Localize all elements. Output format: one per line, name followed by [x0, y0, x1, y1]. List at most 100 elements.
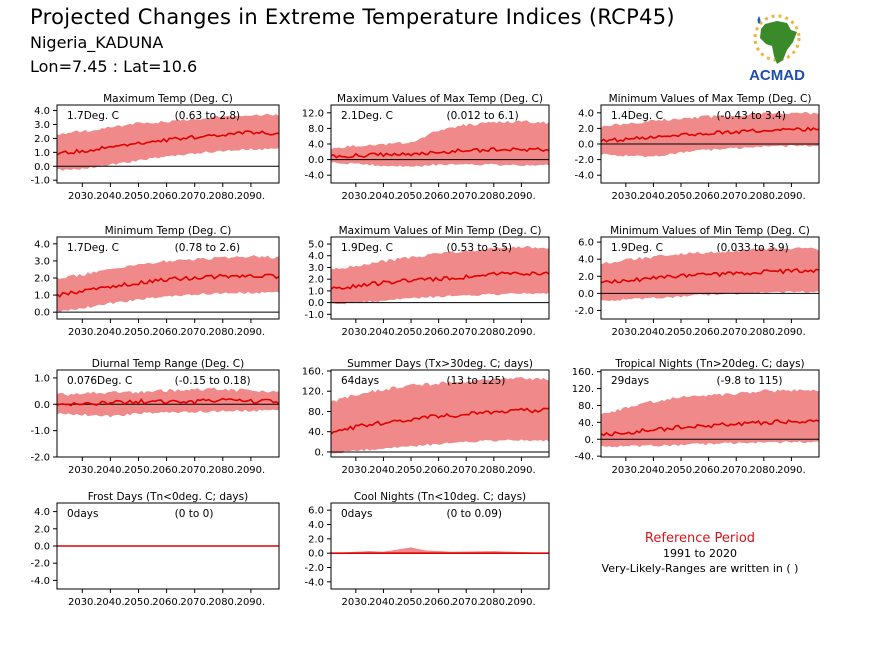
x-tick-label: 2080.	[208, 191, 237, 202]
x-tick-label: 2080.	[479, 327, 508, 338]
x-tick-label: 2060.	[694, 327, 723, 338]
y-tick-label: 120.	[572, 384, 594, 395]
x-tick-label: 2040.	[96, 465, 125, 476]
water-drop-icon	[757, 16, 761, 24]
plot-frame	[56, 369, 280, 458]
y-tick-label: 0.0	[34, 308, 50, 319]
y-tick-label: 8.0	[308, 124, 324, 135]
x-tick-label: 2030.	[342, 327, 371, 338]
range-label: (-0.15 to 0.18)	[175, 375, 251, 387]
y-tick-label: 4.0	[308, 140, 324, 151]
y-tick-label: 160.	[302, 367, 324, 378]
reference-period-note: Very-Likely-Ranges are written in ( )	[601, 562, 799, 575]
y-tick-label: 3.0	[308, 263, 324, 274]
y-tick-label: 4.0	[34, 507, 50, 518]
x-tick-label: 2070.	[452, 327, 481, 338]
y-tick-label: -2.0	[304, 563, 324, 574]
mean-change-label: 1.9Deg. C	[341, 242, 393, 254]
range-label: (0.012 to 6.1)	[447, 110, 519, 122]
x-tick-label: 2060.	[424, 327, 453, 338]
x-tick-label: 2050.	[667, 327, 696, 338]
x-tick-label: 2050.	[667, 191, 696, 202]
y-tick-label: 0.	[584, 435, 594, 446]
range-band	[57, 113, 279, 171]
x-tick-label: 2040.	[369, 191, 398, 202]
range-band	[331, 376, 549, 454]
y-tick-label: 2.0	[34, 134, 50, 145]
chart-panel: -40. 0. 40. 80. 120. 160. 2030.2040.2050.2060.…	[572, 358, 820, 476]
y-tick-label: 4.0	[34, 106, 50, 117]
chart-title: Minimum Values of Max Temp (Deg. C)	[609, 93, 812, 105]
x-tick-label: 2070.	[452, 465, 481, 476]
x-tick-label: 2050.	[667, 465, 696, 476]
x-tick-label: 2080.	[208, 327, 237, 338]
range-band	[331, 547, 549, 554]
x-tick-label: 2080.	[749, 327, 778, 338]
chart-panel: 0. 40. 80. 120. 160. 2030.2040.2050.2060.2070…	[302, 358, 550, 476]
reference-period-title: Reference Period	[644, 531, 756, 546]
y-tick-label: 1.0	[34, 148, 50, 159]
chart-title: Minimum Temp (Deg. C)	[105, 225, 232, 237]
x-tick-label: 2090.	[237, 327, 266, 338]
y-tick-label: 3.0	[34, 120, 50, 131]
range-label: (0.53 to 3.5)	[447, 242, 513, 254]
chart-panel: 0.0 1.0 2.0 3.0 4.0 2030. 2040. 2050. 2060. 2070.…	[34, 225, 280, 338]
mean-change-label: 1.7Deg. C	[67, 242, 119, 254]
africa-continent-icon	[760, 21, 797, 64]
plot-frame	[56, 104, 280, 184]
x-tick-label: 2090.	[777, 465, 806, 476]
x-tick-label: 2090.	[507, 327, 536, 338]
range-band	[601, 389, 819, 448]
mean-change-label: 0.076Deg. C	[67, 375, 132, 387]
y-tick-label: -4.0	[304, 577, 324, 588]
range-band	[331, 245, 549, 305]
mean-line	[56, 397, 280, 407]
mean-line	[600, 268, 820, 284]
x-tick-label: 2040.	[639, 327, 668, 338]
x-tick-label: 2060.	[694, 465, 723, 476]
sun-rays-icon	[753, 14, 801, 62]
x-tick-label: 2070.	[180, 327, 209, 338]
x-tick-label: 2070.	[180, 191, 209, 202]
y-tick-label: 2.0	[34, 274, 50, 285]
y-tick-label: 2.0	[308, 275, 324, 286]
coordinates-label: Lon=7.45 : Lat=10.6	[30, 57, 198, 76]
mean-line	[56, 273, 280, 298]
range-label: (0 to 0.09)	[447, 508, 502, 520]
x-tick-label: 2060.	[424, 465, 453, 476]
x-tick-label: 2060.	[152, 465, 181, 476]
x-tick-label: 2050.	[124, 327, 153, 338]
x-tick-label: 2080.	[749, 191, 778, 202]
mean-change-label: 1.7Deg. C	[67, 110, 119, 122]
y-tick-label: 0.0	[34, 542, 50, 553]
x-tick-label: 2070.	[722, 465, 751, 476]
x-tick-label: 2030.	[342, 191, 371, 202]
plot-frame	[600, 369, 820, 458]
range-label: (13 to 125)	[447, 375, 506, 387]
chart-panel: -1.00.01.02.03.04.05.0 2030.2040.2050.206…	[304, 225, 550, 338]
y-tick-label: -2.0	[30, 559, 50, 570]
chart-title: Diurnal Temp Range (Deg. C)	[92, 358, 244, 370]
x-tick-label: 2080.	[208, 465, 237, 476]
mean-change-label: 64days	[341, 375, 379, 387]
y-tick-label: 4.0	[308, 251, 324, 262]
x-tick-label: 2030.	[342, 597, 371, 608]
y-tick-label: 4.0	[578, 108, 594, 119]
x-tick-label: 2090.	[777, 191, 806, 202]
y-tick-label: 3.0	[34, 256, 50, 267]
range-label: (-0.43 to 3.4)	[717, 110, 786, 122]
y-tick-label: 4.0	[308, 520, 324, 531]
chart-panel: -4.0 -2.0 0.0 2.0 4.0 2030.2040.2050.2060.207…	[30, 491, 280, 608]
x-tick-label: 2050.	[124, 191, 153, 202]
plot-frame	[600, 236, 820, 320]
plot-frame	[330, 236, 550, 320]
y-tick-label: 4.0	[578, 255, 594, 266]
x-tick-label: 2090.	[507, 191, 536, 202]
y-tick-label: -2.0	[574, 155, 594, 166]
x-tick-label: 2060.	[424, 597, 453, 608]
mean-change-label: 29days	[611, 375, 649, 387]
y-tick-label: 1.0	[34, 373, 50, 384]
x-tick-label: 2040.	[369, 327, 398, 338]
x-tick-label: 2070.	[722, 327, 751, 338]
